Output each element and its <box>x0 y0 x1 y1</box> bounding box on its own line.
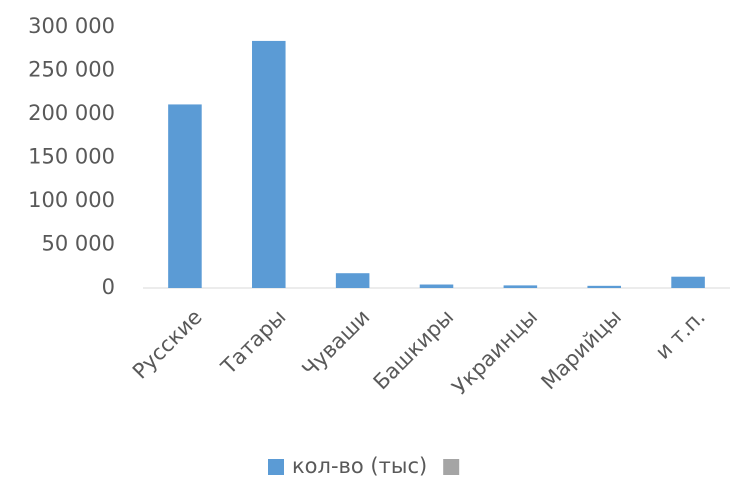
bar <box>671 276 705 288</box>
bar <box>252 40 286 288</box>
legend-swatch <box>268 459 284 475</box>
legend-swatch <box>443 459 460 475</box>
x-tick-label: Татары <box>216 305 291 380</box>
y-tick-label: 200 000 <box>28 101 115 125</box>
x-tick-label: Украинцы <box>447 305 542 400</box>
y-tick-label: 300 000 <box>28 14 115 38</box>
y-tick-label: 100 000 <box>28 188 115 212</box>
y-tick-label: 0 <box>102 275 115 299</box>
legend-label: кол-во (тыс) <box>292 454 427 478</box>
x-tick-label: Чуваши <box>297 305 374 382</box>
bar <box>587 285 621 288</box>
y-tick-label: 250 000 <box>28 58 115 82</box>
x-tick-label: и т.п. <box>651 305 710 364</box>
y-tick-label: 50 000 <box>42 232 115 256</box>
bar <box>503 285 538 288</box>
x-tick-label: Русские <box>128 305 207 384</box>
bar <box>335 273 370 288</box>
x-tick-label: Башкиры <box>369 305 459 395</box>
bar <box>168 104 202 289</box>
bar <box>419 284 454 288</box>
y-tick-label: 150 000 <box>28 145 115 169</box>
x-tick-label: Марийцы <box>537 305 626 394</box>
